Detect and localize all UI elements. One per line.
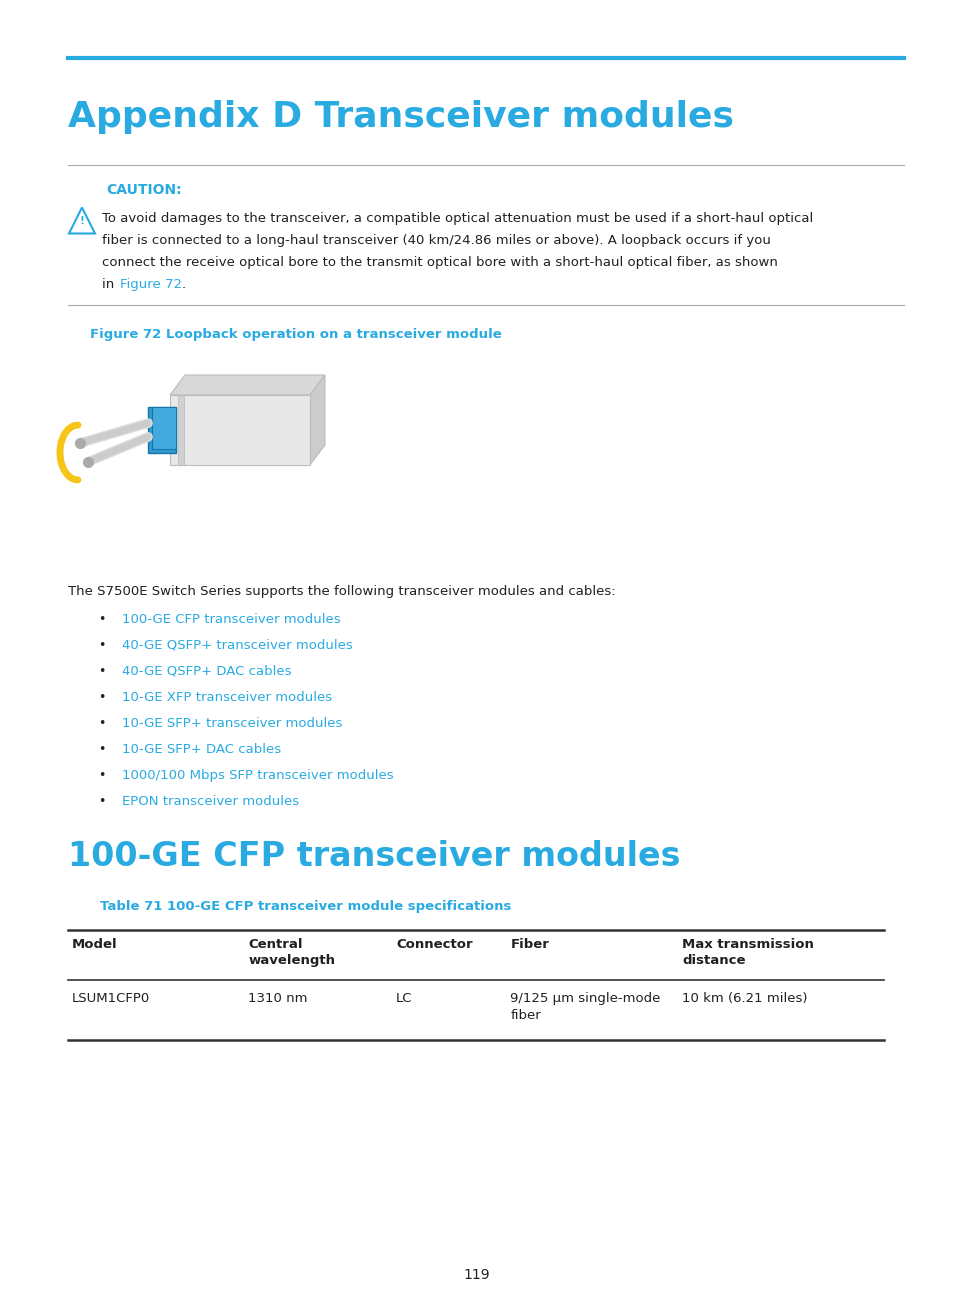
Bar <box>152 407 175 448</box>
Text: •: • <box>98 639 105 652</box>
Polygon shape <box>170 375 325 395</box>
Text: 40-GE QSFP+ DAC cables: 40-GE QSFP+ DAC cables <box>122 665 292 678</box>
Text: 10-GE SFP+ transceiver modules: 10-GE SFP+ transceiver modules <box>122 717 342 730</box>
Text: fiber: fiber <box>510 1010 540 1023</box>
Text: Max transmission: Max transmission <box>681 938 813 951</box>
Text: 40-GE QSFP+ transceiver modules: 40-GE QSFP+ transceiver modules <box>122 639 353 652</box>
Text: The S7500E Switch Series supports the following transceiver modules and cables:: The S7500E Switch Series supports the fo… <box>68 584 615 597</box>
Text: Table 71 100-GE CFP transceiver module specifications: Table 71 100-GE CFP transceiver module s… <box>100 899 511 912</box>
Text: Figure 72: Figure 72 <box>120 279 182 292</box>
Text: EPON transceiver modules: EPON transceiver modules <box>122 794 299 807</box>
Text: 1000/100 Mbps SFP transceiver modules: 1000/100 Mbps SFP transceiver modules <box>122 769 394 781</box>
Text: •: • <box>98 613 105 626</box>
Text: •: • <box>98 717 105 730</box>
Text: 10-GE XFP transceiver modules: 10-GE XFP transceiver modules <box>122 691 332 704</box>
Text: distance: distance <box>681 954 745 967</box>
Text: 9/125 μm single-mode: 9/125 μm single-mode <box>510 991 660 1004</box>
Text: Central: Central <box>248 938 302 951</box>
Text: 119: 119 <box>463 1267 490 1282</box>
Text: .: . <box>182 279 186 292</box>
Bar <box>148 407 175 454</box>
Text: 100-GE CFP transceiver modules: 100-GE CFP transceiver modules <box>68 840 679 874</box>
Text: •: • <box>98 794 105 807</box>
Text: CAUTION:: CAUTION: <box>106 183 181 197</box>
Text: connect the receive optical bore to the transmit optical bore with a short-haul : connect the receive optical bore to the … <box>102 257 777 270</box>
Text: Appendix D Transceiver modules: Appendix D Transceiver modules <box>68 100 733 133</box>
Text: 100-GE CFP transceiver modules: 100-GE CFP transceiver modules <box>122 613 340 626</box>
Text: Fiber: Fiber <box>510 938 549 951</box>
Text: •: • <box>98 691 105 704</box>
Text: Connector: Connector <box>395 938 472 951</box>
Text: 10 km (6.21 miles): 10 km (6.21 miles) <box>681 991 807 1004</box>
Text: fiber is connected to a long-haul transceiver (40 km/24.86 miles or above). A lo: fiber is connected to a long-haul transc… <box>102 235 770 248</box>
Text: in: in <box>102 279 118 292</box>
Text: wavelength: wavelength <box>248 954 335 967</box>
Text: LSUM1CFP0: LSUM1CFP0 <box>71 991 150 1004</box>
Text: •: • <box>98 769 105 781</box>
Text: To avoid damages to the transceiver, a compatible optical attenuation must be us: To avoid damages to the transceiver, a c… <box>102 213 812 226</box>
Polygon shape <box>310 375 325 465</box>
Text: !: ! <box>79 215 85 226</box>
Text: 10-GE SFP+ DAC cables: 10-GE SFP+ DAC cables <box>122 743 281 756</box>
Text: Model: Model <box>71 938 117 951</box>
Text: Figure 72 Loopback operation on a transceiver module: Figure 72 Loopback operation on a transc… <box>90 328 501 341</box>
Text: LC: LC <box>395 991 412 1004</box>
Text: 1310 nm: 1310 nm <box>248 991 307 1004</box>
Bar <box>170 395 310 465</box>
Text: •: • <box>98 743 105 756</box>
Text: •: • <box>98 665 105 678</box>
Bar <box>178 395 184 465</box>
